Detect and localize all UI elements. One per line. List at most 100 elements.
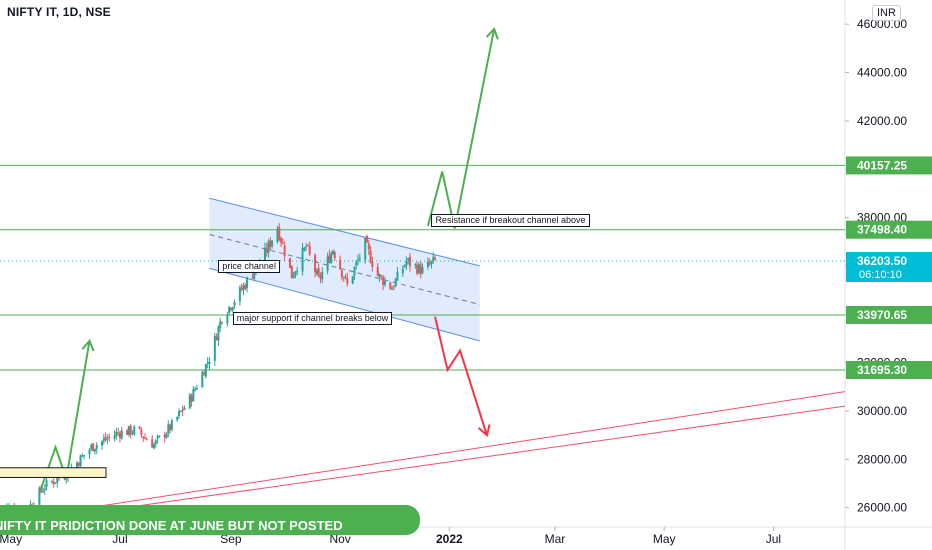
candle-body — [152, 444, 155, 449]
candle-body — [263, 247, 266, 262]
y-tick-label: 28000.00 — [857, 452, 907, 466]
candle-body — [220, 322, 223, 324]
currency-unit-badge[interactable]: INR — [872, 5, 901, 21]
candle-body — [321, 271, 324, 280]
candle-body — [328, 255, 331, 263]
candle-body — [283, 245, 286, 257]
candle-body — [421, 267, 424, 274]
candle-body — [108, 436, 111, 438]
candle-body — [75, 462, 78, 470]
candle-body — [269, 240, 272, 247]
candle-body — [195, 387, 198, 390]
pink-trend-line — [73, 405, 846, 516]
price-level-label-bg — [846, 220, 932, 239]
last-price-label-countdown: 06:10:10 — [859, 269, 902, 281]
candle-body — [383, 280, 386, 285]
candle-body — [319, 275, 322, 279]
candle-body — [102, 438, 105, 442]
candle-body — [65, 479, 68, 481]
candle-body — [392, 287, 395, 289]
candle-body — [167, 424, 170, 434]
candle-body — [226, 314, 229, 324]
candle-body — [45, 480, 48, 488]
candle-body — [326, 256, 329, 271]
candle-body — [83, 455, 86, 457]
candle-body — [169, 424, 172, 430]
last-price-label-bg — [846, 251, 932, 282]
candle-body — [296, 270, 299, 272]
candle-body — [242, 285, 245, 291]
candle-body — [396, 271, 399, 281]
candle-body — [192, 388, 195, 402]
candle-body — [43, 488, 46, 491]
resistance-note: Resistance if breakout channel above — [431, 213, 590, 227]
candle-body — [432, 256, 435, 262]
candle-body — [204, 364, 207, 377]
x-tick-label: Sep — [220, 532, 242, 546]
price-level-label: 31695.30 — [857, 363, 907, 377]
candle-body — [183, 407, 186, 410]
candle-body — [233, 302, 236, 306]
candle-body — [378, 274, 381, 278]
candle-body — [416, 264, 419, 274]
candle-body — [126, 430, 129, 435]
candle-body — [228, 306, 231, 314]
channel-upper-line — [209, 197, 480, 267]
candle-body — [120, 430, 123, 439]
candle-body — [163, 434, 166, 438]
y-tick-label: 30000.00 — [857, 404, 907, 418]
candle-body — [303, 247, 306, 250]
breakout-up-arrow — [426, 28, 496, 229]
candle-body — [317, 268, 320, 277]
candle-body — [101, 441, 104, 446]
price-channel-note: price channel — [218, 259, 280, 273]
candle-body — [56, 477, 59, 483]
candle-body — [63, 477, 66, 479]
x-tick-label: 2022 — [436, 532, 463, 546]
breakout-up-arrow-head — [485, 27, 499, 40]
candle-body — [301, 248, 304, 272]
candle-body — [194, 389, 197, 391]
candle-body — [106, 438, 109, 440]
candle-body — [244, 285, 247, 289]
candle-body — [333, 252, 336, 259]
candle-body — [281, 243, 284, 245]
candle-body — [426, 262, 429, 268]
candle-body — [358, 257, 361, 259]
candle-body — [401, 268, 404, 274]
candle-body — [417, 263, 420, 274]
candle-body — [394, 279, 397, 287]
candle-body — [331, 250, 334, 255]
candle-body — [289, 258, 292, 268]
candle-body — [251, 277, 254, 279]
last-price-label: 36203.50 — [857, 254, 907, 268]
candles-group — [0, 223, 437, 517]
breakdown-down-arrow-head — [477, 424, 491, 437]
candle-body — [142, 436, 145, 439]
candle-body — [215, 336, 218, 341]
candle-body — [117, 432, 120, 434]
pink-trend-line — [73, 391, 846, 511]
candle-body — [201, 372, 204, 388]
candle-body — [434, 257, 437, 260]
candle-body — [217, 326, 220, 341]
candle-body — [140, 429, 143, 435]
candle-body — [308, 246, 311, 255]
candle-body — [315, 269, 318, 275]
highlight-box — [0, 467, 107, 478]
candle-body — [144, 437, 147, 439]
candle-body — [271, 240, 274, 247]
candle-body — [115, 431, 118, 436]
candle-body — [181, 409, 184, 412]
candle-body — [353, 267, 356, 276]
channel-mid-line — [209, 234, 480, 306]
candle-body — [290, 265, 293, 279]
candle-body — [366, 236, 369, 243]
candle-body — [95, 445, 98, 450]
candle-body — [154, 440, 157, 445]
candle-body — [405, 260, 408, 266]
candle-body — [219, 321, 222, 329]
candle-body — [276, 228, 279, 243]
candle-body — [380, 276, 383, 278]
